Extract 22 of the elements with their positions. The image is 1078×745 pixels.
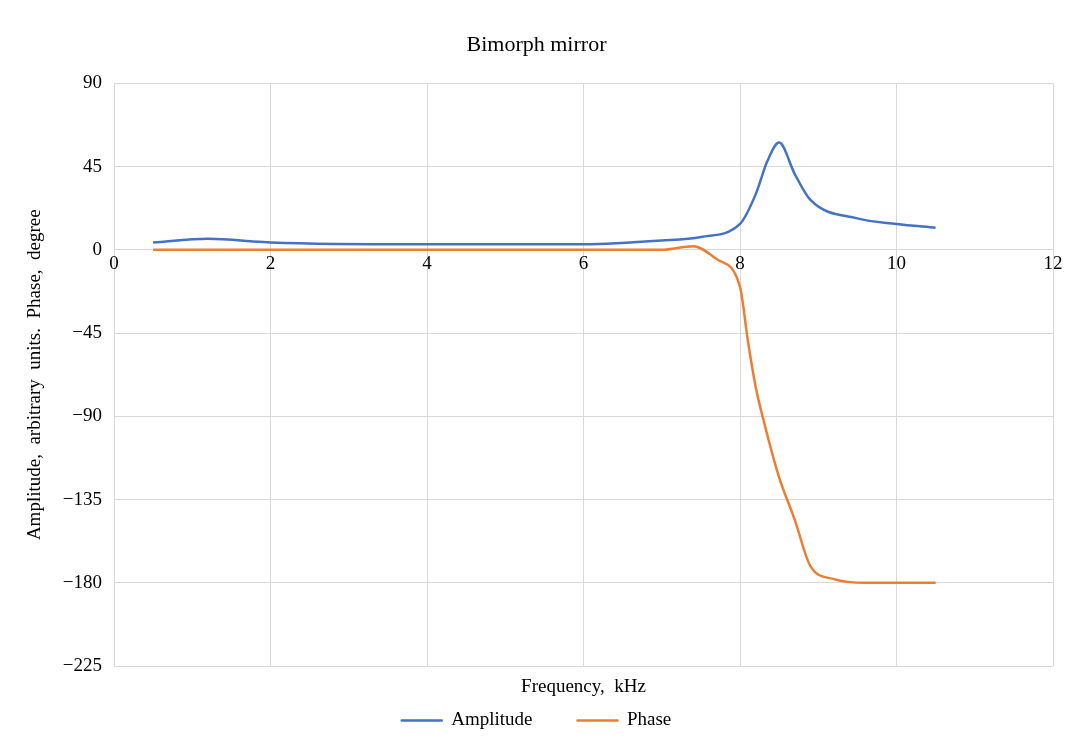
- legend-label: Amplitude: [451, 708, 533, 730]
- y-tick-label: −135: [62, 487, 103, 509]
- y-tick-label: −225: [62, 653, 103, 675]
- x-axis-title: Frequency, kHz: [521, 675, 646, 697]
- x-tick-label: 12: [1043, 252, 1063, 274]
- x-tick-label: 10: [887, 252, 906, 274]
- x-tick-label: 8: [735, 252, 745, 274]
- x-tick-label: 4: [422, 252, 433, 274]
- y-tick-label: −45: [72, 321, 103, 343]
- chart-title: Bimorph mirror: [466, 30, 608, 56]
- y-tick-label: 0: [92, 237, 103, 259]
- line-series: [151, 141, 937, 246]
- y-tick-label: −90: [72, 404, 103, 426]
- legend-label: Phase: [626, 708, 672, 730]
- y-tick-label: −180: [62, 570, 103, 592]
- y-axis-title: Amplitude, arbitrary units. Phase, degree: [23, 209, 45, 541]
- x-tick-label: 2: [265, 252, 276, 274]
- line-series: [151, 244, 937, 585]
- y-tick-label: 90: [83, 71, 103, 93]
- y-tick-label: 45: [83, 154, 103, 176]
- x-tick-label: 0: [109, 252, 119, 274]
- x-tick-label: 6: [578, 252, 589, 274]
